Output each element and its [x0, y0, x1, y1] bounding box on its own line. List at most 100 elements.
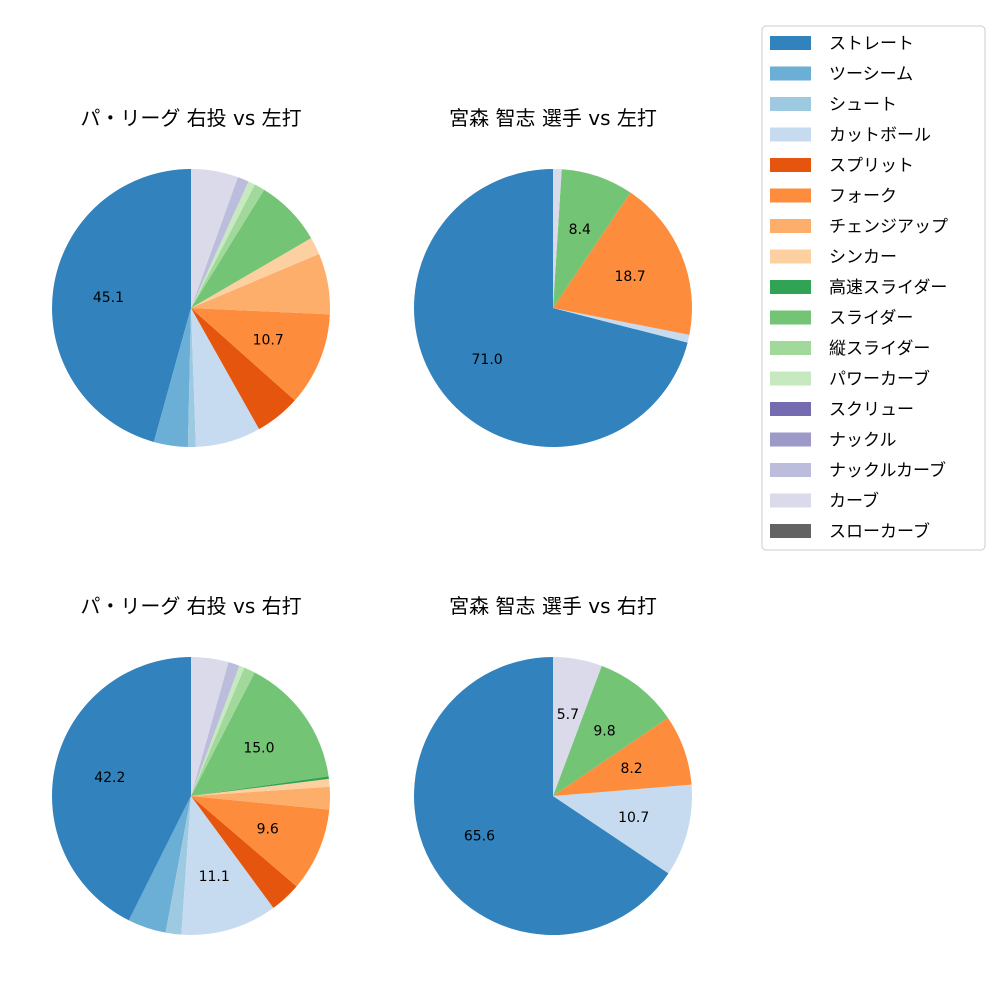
pie-data-label-3-ストレート: 42.2 — [94, 770, 125, 786]
pie-slice-4-スライダー — [553, 665, 668, 796]
legend-label-ストレート: ストレート — [829, 34, 914, 54]
legend-swatch-縦スライダー — [770, 341, 811, 355]
pie-data-label-2-スライダー: 8.4 — [569, 222, 591, 238]
legend-swatch-カットボール — [770, 127, 811, 142]
legend-label-スローカーブ: スローカーブ — [829, 521, 930, 542]
legend-swatch-スプリット — [770, 158, 811, 172]
legend-label-スライダー: スライダー — [829, 309, 913, 329]
pie-slice-3-チェンジアップ — [191, 786, 330, 810]
legend-swatch-スローカーブ — [770, 524, 811, 538]
pie-slice-3-フォーク — [191, 796, 330, 887]
pie-slice-1-ナックルカーブ — [191, 177, 249, 308]
legend-label-縦スライダー: 縦スライダー — [829, 339, 930, 359]
pie-slice-1-カーブ — [191, 169, 238, 308]
pie-slice-3-ナックルカーブ — [191, 662, 240, 796]
pie-4: 65.6 10.7 8.2 9.8 5.7 — [414, 657, 693, 935]
legend-swatch-チェンジアップ — [770, 219, 811, 233]
pie-data-label-3-カットボール: 11.1 — [199, 869, 230, 885]
legend-label-スプリット: スプリット — [829, 156, 914, 176]
legend-label-ナックル: ナックル — [829, 431, 897, 451]
pie-data-label-2-フォーク: 18.7 — [615, 269, 646, 285]
legend-swatch-ナックル — [770, 432, 811, 447]
pie-slice-3-縦スライダー — [191, 667, 255, 796]
pie-slice-4-フォーク — [553, 717, 692, 796]
pie-slice-4-カットボール — [553, 784, 693, 874]
legend-label-パワーカーブ: パワーカーブ — [829, 369, 930, 390]
legend-label-チェンジアップ: チェンジアップ — [829, 217, 948, 237]
pie-slice-1-ツーシーム — [153, 308, 191, 447]
pie-1: 45.1 10.7 — [52, 169, 330, 448]
pie-slice-2-カットボール — [553, 308, 690, 343]
pie-title-1: パ・リーグ 右投 vs 左打 — [80, 106, 301, 130]
pie-slice-3-スライダー — [191, 672, 329, 796]
legend-swatch-フォーク — [770, 188, 811, 203]
legend: ストレートツーシームシュートカットボールスプリットフォークチェンジアップシンカー… — [761, 25, 986, 551]
pie-data-label-4-フォーク: 8.2 — [620, 761, 642, 777]
pie-slice-2-フォーク — [553, 192, 692, 335]
pie-slice-1-シンカー — [191, 238, 320, 308]
legend-label-スクリュー: スクリュー — [829, 400, 914, 420]
legend-swatch-スライダー — [770, 310, 811, 325]
legend-label-フォーク: フォーク — [829, 187, 897, 207]
legend-swatch-カーブ — [770, 493, 811, 508]
pie-slice-1-スライダー — [191, 189, 312, 308]
pie-slice-3-ツーシーム — [128, 796, 191, 933]
pie-slice-3-シュート — [165, 796, 191, 935]
pie-panel-3: パ・リーグ 右投 vs 右打 42.2 11.1 9.6 15.0 — [51, 594, 330, 935]
pie-slice-3-カーブ — [191, 657, 229, 796]
legend-swatch-ストレート — [770, 36, 811, 50]
legend-swatch-スクリュー — [770, 402, 811, 416]
pie-slice-1-フォーク — [191, 308, 330, 401]
pie-panel-1: パ・リーグ 右投 vs 左打 45.1 10.7 — [52, 106, 330, 448]
pie-slice-1-スプリット — [191, 308, 295, 430]
legend-swatch-パワーカーブ — [770, 371, 811, 386]
pie-title-3: パ・リーグ 右投 vs 右打 — [80, 594, 301, 618]
pie-2: 71.0 18.7 8.4 — [413, 168, 692, 448]
pie-title-4: 宮森 智志 選手 vs 右打 — [449, 594, 657, 618]
pie-slice-4-ストレート — [414, 657, 669, 935]
legend-label-ツーシーム: ツーシーム — [829, 65, 913, 85]
pie-slice-1-ストレート — [52, 169, 191, 442]
pie-slice-3-ストレート — [51, 656, 191, 921]
pie-slice-1-パワーカーブ — [191, 181, 255, 308]
legend-label-シュート: シュート — [829, 95, 897, 115]
pie-slice-1-カットボール — [191, 308, 260, 447]
pie-slice-3-パワーカーブ — [191, 665, 245, 796]
pie-slice-3-シンカー — [191, 778, 330, 796]
pie-data-label-2-ストレート: 71.0 — [472, 352, 503, 368]
pie-slice-4-カーブ — [553, 657, 602, 796]
pie-slice-3-スプリット — [191, 796, 297, 908]
legend-frame — [761, 25, 986, 551]
pie-slice-2-カーブ — [553, 168, 562, 308]
pie-slice-2-ストレート — [413, 169, 688, 448]
pie-slice-3-高速スライダー — [191, 776, 329, 796]
legend-label-カットボール: カットボール — [829, 126, 931, 146]
pie-slice-2-スライダー — [553, 169, 631, 308]
legend-label-カーブ: カーブ — [829, 491, 879, 512]
legend-swatch-高速スライダー — [770, 280, 811, 294]
pie-slice-3-カットボール — [181, 796, 274, 935]
pie-panel-2: 宮森 智志 選手 vs 左打 71.0 18.7 8.4 — [413, 106, 692, 448]
pie-panel-4: 宮森 智志 選手 vs 右打 65.6 10.7 8.2 9.8 5.7 — [414, 594, 693, 935]
pie-data-label-4-ストレート: 65.6 — [464, 828, 495, 844]
legend-label-高速スライダー: 高速スライダー — [829, 278, 947, 298]
legend-swatch-ツーシーム — [770, 66, 811, 81]
legend-label-シンカー: シンカー — [829, 248, 897, 268]
pie-title-2: 宮森 智志 選手 vs 左打 — [449, 106, 657, 130]
pie-slice-1-縦スライダー — [191, 184, 265, 308]
legend-swatch-シュート — [770, 97, 811, 111]
pie-slice-1-シュート — [187, 308, 196, 448]
pie-data-label-4-カットボール: 10.7 — [618, 810, 649, 826]
pie-3: 42.2 11.1 9.6 15.0 — [51, 656, 330, 935]
legend-swatch-ナックルカーブ — [770, 463, 811, 477]
pie-data-label-3-スライダー: 15.0 — [243, 741, 274, 757]
pie-data-label-1-フォーク: 10.7 — [253, 333, 284, 349]
pie-slice-1-チェンジアップ — [191, 253, 330, 315]
pie-data-label-4-スライダー: 9.8 — [593, 723, 615, 739]
legend-label-ナックルカーブ: ナックルカーブ — [829, 460, 946, 481]
pie-data-label-3-フォーク: 9.6 — [257, 822, 279, 838]
pie-data-label-4-カーブ: 5.7 — [557, 707, 579, 723]
legend-swatch-シンカー — [770, 249, 811, 264]
pie-data-label-1-ストレート: 45.1 — [93, 290, 124, 306]
